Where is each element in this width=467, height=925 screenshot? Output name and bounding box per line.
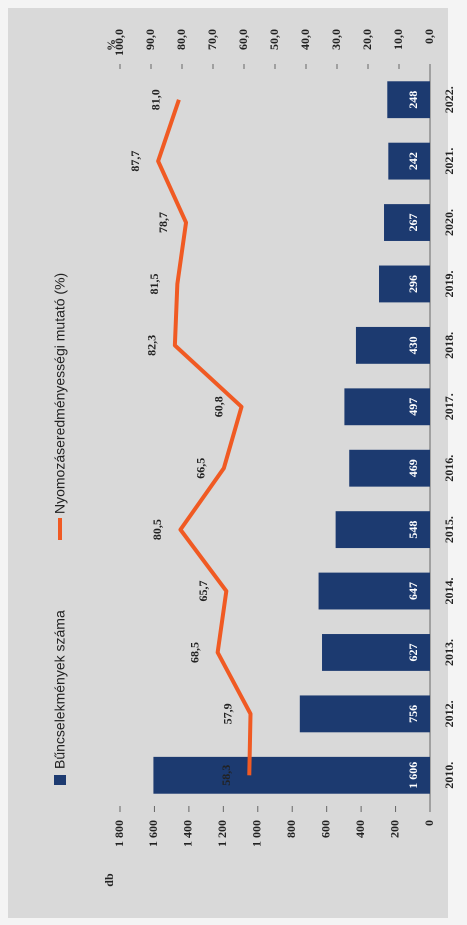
y-tick-label: 0 [422,820,436,826]
x-tick-label: 2022. [442,86,456,113]
y2-tick-label: 90,0 [143,29,157,50]
y2-tick-label: 40,0 [298,29,312,50]
y-tick-label: 1 800 [112,820,126,847]
bar [349,449,431,487]
line-value-label: 57,9 [220,703,234,724]
x-tick-label: 2017. [442,393,456,420]
bar-value-label: 497 [406,398,420,416]
rotated-chart: db % 0 200 400 600 800 1 000 1 200 1 400 1 600 1 … [52,29,456,887]
y-tick-label: 1 600 [146,820,160,847]
x-tick-label: 2020. [442,209,456,236]
bar [388,142,431,180]
line-value-label: 81,5 [147,273,161,294]
x-tick-label: 2015. [442,516,456,543]
y2-tick-label: 30,0 [329,29,343,50]
bar-value-label: 647 [406,582,420,600]
y2-tick-label: 50,0 [267,29,281,50]
y-tick-label: 400 [353,820,367,838]
y2-tick-label: 80,0 [174,29,188,50]
y-tick-label: 800 [284,820,298,838]
bar [299,695,430,733]
bar [355,326,431,364]
y-tick-label: 200 [387,820,401,838]
y-tick-label: 1 400 [181,820,195,847]
x-tick-label: 2016. [442,455,456,482]
line-value-label: 80,5 [150,519,164,540]
y2-tick-label: 60,0 [236,29,250,50]
x-tick-label: 2019. [442,270,456,297]
y2-tick-label: 70,0 [205,29,219,50]
bar [344,388,430,426]
line-value-label: 81,0 [149,89,163,110]
bar-value-label: 430 [406,336,420,354]
y2-tick-label: 0,0 [422,29,436,44]
line-value-label: 66,5 [194,458,208,479]
y2-tick-label: 20,0 [360,29,374,50]
bar-value-label: 469 [406,459,420,477]
x-tick-label: 2010. [442,762,456,789]
y-tick-label: 1 000 [250,820,264,847]
y-tick-label: 1 200 [215,820,229,847]
bar [322,634,430,671]
bar-value-label: 756 [406,705,420,723]
line-value-label: 82,3 [145,335,159,356]
bar [387,81,430,119]
bar [318,572,431,610]
bar-value-label: 248 [406,91,420,109]
y2-tick-label: 100,0 [112,29,126,56]
line-value-label: 60,8 [211,396,225,417]
bar-value-label: 548 [406,521,420,539]
x-tick-label: 2018. [442,332,456,359]
y2-axis-label: % [104,39,118,51]
line-value-label: 68,5 [187,642,201,663]
line-value-label: 65,7 [196,581,210,602]
bar [379,265,430,303]
x-tick-label: 2014. [442,578,456,605]
x-tick-label: 2013. [442,639,456,666]
line-value-label: 78,7 [156,212,170,233]
bar-value-label: 627 [406,643,420,661]
legend-label: Nyomozáseredményességi mutató (%) [52,273,68,514]
x-tick-label: 2021. [442,148,456,175]
bar [335,511,430,549]
line-value-label: 87,7 [128,151,142,172]
bar [384,204,430,241]
bar [153,756,431,794]
bar-value-label: 296 [406,275,420,293]
y2-tick-label: 10,0 [391,29,405,50]
legend-label: Bűncselekmények száma [52,610,68,769]
line-value-label: 58,3 [219,765,233,786]
legend-swatch [54,775,66,785]
x-tick-label: 2012. [442,700,456,727]
bar-value-label: 242 [406,152,420,170]
line [156,99,253,776]
y-tick-label: 600 [318,820,332,838]
bar-value-label: 267 [406,214,420,232]
y-axis-label: db [102,873,116,887]
bar-value-label: 1 606 [406,762,420,789]
